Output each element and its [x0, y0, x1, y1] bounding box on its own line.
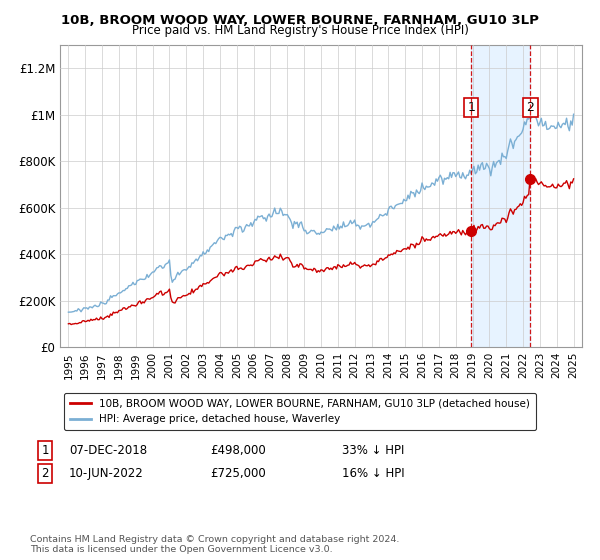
Text: £498,000: £498,000: [210, 444, 266, 458]
Legend: 10B, BROOM WOOD WAY, LOWER BOURNE, FARNHAM, GU10 3LP (detached house), HPI: Aver: 10B, BROOM WOOD WAY, LOWER BOURNE, FARNH…: [64, 393, 536, 431]
Text: 1: 1: [41, 444, 49, 458]
Text: Contains HM Land Registry data © Crown copyright and database right 2024.
This d: Contains HM Land Registry data © Crown c…: [30, 535, 400, 554]
Text: 16% ↓ HPI: 16% ↓ HPI: [342, 466, 404, 480]
Text: £725,000: £725,000: [210, 466, 266, 480]
Text: 2: 2: [41, 466, 49, 480]
Bar: [471, 45, 530, 347]
Text: 07-DEC-2018: 07-DEC-2018: [69, 444, 147, 458]
Text: 1: 1: [467, 101, 475, 114]
Text: 2: 2: [527, 101, 535, 114]
Text: 10-JUN-2022: 10-JUN-2022: [69, 466, 144, 480]
Text: 33% ↓ HPI: 33% ↓ HPI: [342, 444, 404, 458]
Text: Price paid vs. HM Land Registry's House Price Index (HPI): Price paid vs. HM Land Registry's House …: [131, 24, 469, 37]
Text: 10B, BROOM WOOD WAY, LOWER BOURNE, FARNHAM, GU10 3LP: 10B, BROOM WOOD WAY, LOWER BOURNE, FARNH…: [61, 14, 539, 27]
